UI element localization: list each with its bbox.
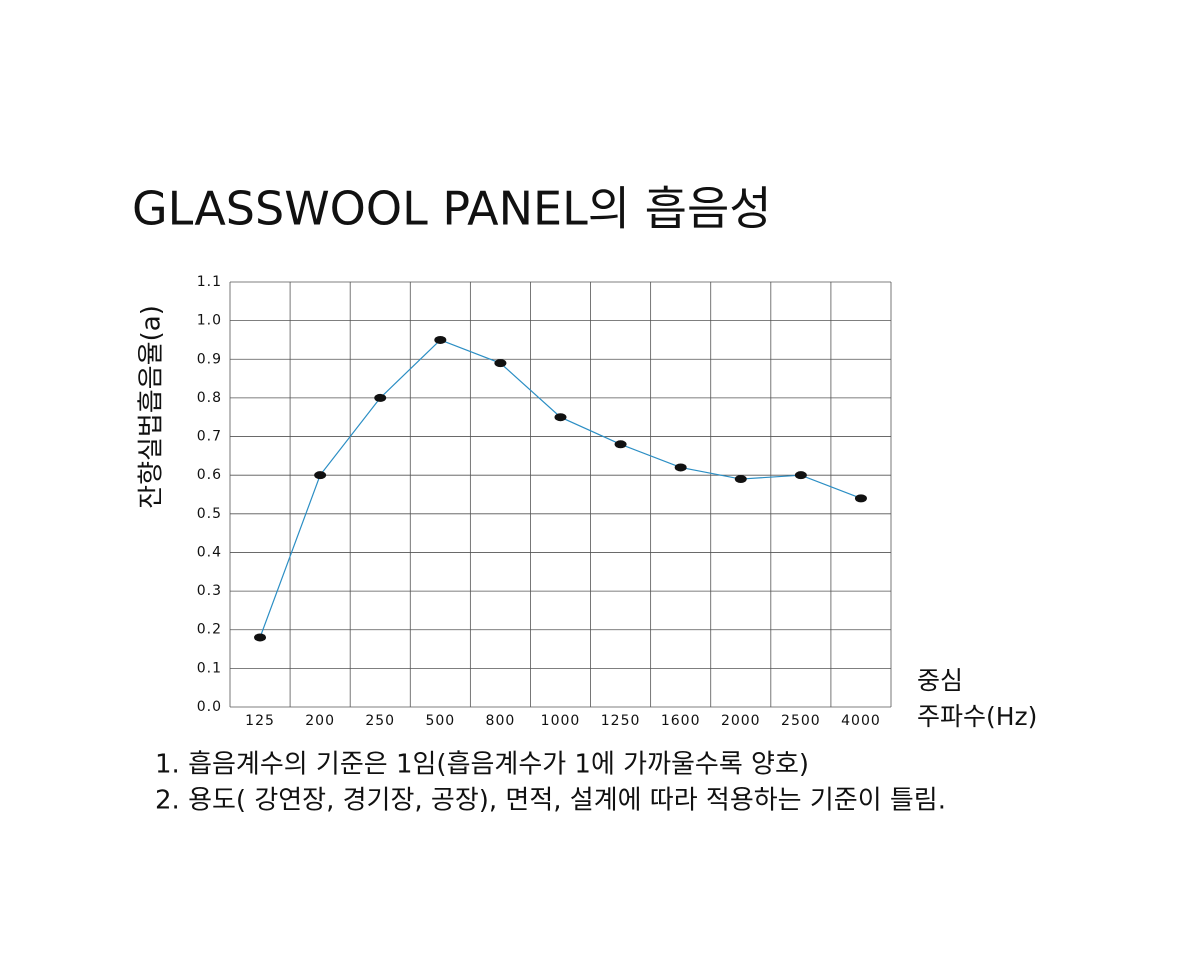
x-tick-label: 2500 xyxy=(781,713,821,729)
y-tick-label: 0.7 xyxy=(197,429,222,445)
x-tick-label: 125 xyxy=(245,713,275,729)
x-tick-label: 800 xyxy=(486,713,516,729)
y-tick-label: 0.9 xyxy=(197,351,222,367)
y-tick-label: 0.8 xyxy=(197,390,222,406)
y-tick-label: 0.4 xyxy=(197,544,222,560)
y-tick-label: 0.0 xyxy=(197,699,222,715)
data-point xyxy=(434,335,447,344)
y-tick-label: 0.5 xyxy=(197,506,222,522)
x-axis-label: 중심 xyxy=(917,666,963,695)
x-tick-label: 200 xyxy=(305,713,335,729)
note: 2. 용도( 강연장, 경기장, 공장), 면적, 설계에 따라 적용하는 기준… xyxy=(155,786,946,816)
data-point xyxy=(734,475,747,484)
chart-title: GLASSWOOL PANEL의 흡음성 xyxy=(132,182,772,236)
x-tick-label: 1600 xyxy=(661,713,701,729)
x-tick-label: 500 xyxy=(425,713,455,729)
data-point xyxy=(674,463,687,472)
x-tick-label: 250 xyxy=(365,713,395,729)
data-point xyxy=(554,413,567,422)
data-point xyxy=(374,393,387,402)
data-point xyxy=(794,471,807,480)
y-tick-label: 1.0 xyxy=(197,313,222,329)
y-axis-label: 잔향실법흡음율(a) xyxy=(137,305,167,509)
x-tick-label: 2000 xyxy=(721,713,761,729)
y-tick-label: 0.6 xyxy=(197,467,222,483)
data-point xyxy=(614,440,627,449)
x-tick-label: 1000 xyxy=(541,713,581,729)
x-tick-label: 1250 xyxy=(601,713,641,729)
data-point xyxy=(854,494,867,503)
y-tick-label: 0.1 xyxy=(197,660,222,676)
note: 1. 흡음계수의 기준은 1임(흡음계수가 1에 가까울수록 양호) xyxy=(155,750,809,780)
y-tick-label: 0.3 xyxy=(197,583,222,599)
x-axis-label: 주파수(Hz) xyxy=(917,702,1037,731)
x-tick-label: 4000 xyxy=(841,713,881,729)
data-point xyxy=(494,359,507,368)
y-tick-label: 1.1 xyxy=(197,274,222,290)
data-point xyxy=(314,471,327,480)
y-tick-label: 0.2 xyxy=(197,622,222,638)
data-point xyxy=(254,633,267,642)
